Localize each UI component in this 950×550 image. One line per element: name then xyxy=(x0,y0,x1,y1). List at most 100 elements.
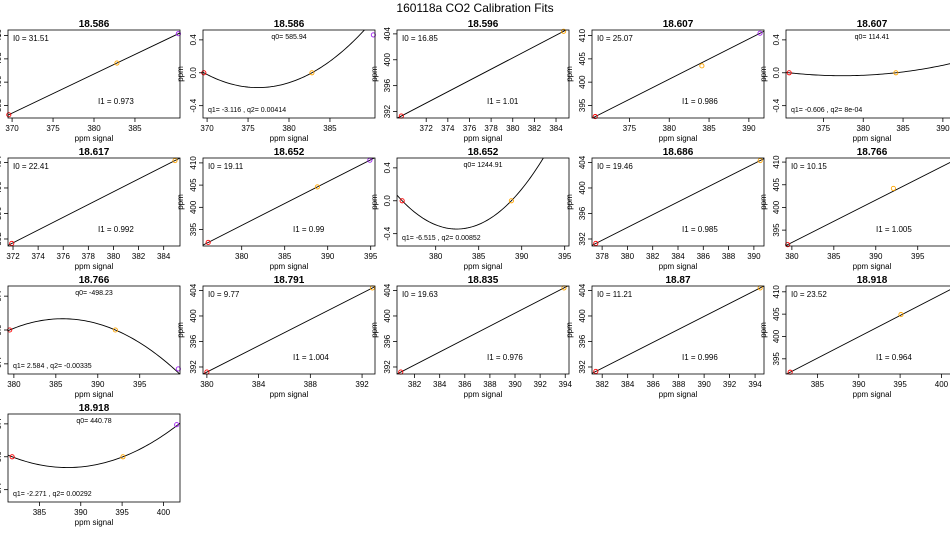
x-tick-label: 375 xyxy=(46,124,60,133)
y-tick-label: 396 xyxy=(0,206,3,220)
plot-frame xyxy=(202,285,376,375)
fit-curve xyxy=(397,286,569,374)
coef-annotation: q0= 114.41 xyxy=(855,34,890,41)
x-tick-label: 376 xyxy=(463,124,477,133)
calibration-point xyxy=(9,240,15,246)
y-tick-label: 405 xyxy=(772,178,781,192)
calibration-point xyxy=(593,240,599,246)
figure-title: 160118a CO2 Calibration Fits xyxy=(396,1,553,15)
x-tick-label: 385 xyxy=(702,124,716,133)
x-axis-label: ppm signal xyxy=(464,262,503,271)
y-tick-label: 392 xyxy=(383,104,392,118)
x-tick-label: 370 xyxy=(200,124,214,133)
calibration-point xyxy=(593,368,599,374)
x-axis-label: ppm signal xyxy=(659,390,698,399)
panel-title: 18.652 xyxy=(468,147,499,158)
calibration-point xyxy=(370,32,376,38)
x-tick-label: 386 xyxy=(458,380,472,389)
y-tick-label: 410 xyxy=(772,155,781,169)
x-tick-label: 390 xyxy=(747,252,761,261)
y-tick-label: 400 xyxy=(772,329,781,343)
x-tick-label: 372 xyxy=(420,124,434,133)
x-axis-label: ppm signal xyxy=(75,262,114,271)
y-tick-label: 410 xyxy=(578,28,587,42)
x-tick-label: 372 xyxy=(6,252,20,261)
y-tick-label: 410 xyxy=(189,156,198,170)
x-axis-label: ppm signal xyxy=(464,390,503,399)
x-tick-label: 384 xyxy=(433,380,447,389)
x-tick-label: 380 xyxy=(506,124,520,133)
fit-curve xyxy=(8,422,180,469)
x-tick-label: 385 xyxy=(811,380,825,389)
coef-annotation: I1 = 0.996 xyxy=(682,353,718,362)
x-tick-label: 390 xyxy=(91,380,105,389)
x-axis-label: ppm signal xyxy=(659,262,698,271)
x-tick-label: 385 xyxy=(472,252,486,261)
calibration-panel-8: 18.652 380 385 390 395 -0.4 0.0 0.4 ppm signal pp… xyxy=(370,147,572,271)
calibration-panel-3: 18.596 372 374 376 378 380 382 384 392 396 400 404 p… xyxy=(370,19,570,143)
fit-curve xyxy=(592,30,764,118)
x-tick-label: 380 xyxy=(429,252,443,261)
calibration-point xyxy=(309,70,315,76)
calibration-panel-7: 18.652 380 385 390 395 395 400 405 410 ppm signal… xyxy=(176,147,378,271)
coef-annotation: I0 = 19.63 xyxy=(402,290,438,299)
y-tick-label: 396 xyxy=(578,334,587,348)
y-tick-label: 0.0 xyxy=(383,195,392,207)
panel-title: 18.686 xyxy=(663,147,694,158)
x-tick-label: 385 xyxy=(278,252,292,261)
plot-frame xyxy=(7,157,181,247)
y-tick-label: 404 xyxy=(578,155,587,169)
plot-frame xyxy=(7,285,181,375)
panel-title: 18.87 xyxy=(665,275,690,286)
calibration-point xyxy=(6,112,12,118)
y-tick-label: -0.4 xyxy=(383,226,392,240)
plot-frame xyxy=(396,285,570,375)
plot-frame xyxy=(396,157,570,247)
calibration-panel-15: 18.918 385 390 395 400 395 400 405 410 ppm signal… xyxy=(759,275,950,399)
plot-frame xyxy=(785,157,950,247)
x-tick-label: 370 xyxy=(5,124,19,133)
coef-annotation: I1 = 0.976 xyxy=(487,353,523,362)
x-tick-label: 388 xyxy=(672,380,686,389)
y-tick-label: 404 xyxy=(189,283,198,297)
x-axis-label: ppm signal xyxy=(853,262,892,271)
y-tick-label: -0.4 xyxy=(772,98,781,112)
x-tick-label: 374 xyxy=(441,124,455,133)
coef-annotation: I0 = 31.51 xyxy=(13,34,49,43)
x-tick-label: 384 xyxy=(549,124,563,133)
coef-annotation: q0= 440.78 xyxy=(76,418,111,425)
y-tick-label: 0.4 xyxy=(189,34,198,46)
coef-annotation: I0 = 16.85 xyxy=(402,34,438,43)
x-tick-label: 385 xyxy=(128,124,142,133)
x-axis-label: ppm signal xyxy=(659,134,698,143)
plot-frame xyxy=(202,157,376,247)
coef-annotation: q1= -3.116 , q2= 0.00414 xyxy=(208,107,286,114)
y-tick-label: 400 xyxy=(0,181,3,195)
coef-annotation: I1 = 0.99 xyxy=(293,225,325,234)
panel-title: 18.586 xyxy=(274,19,305,30)
y-tick-label: 400 xyxy=(0,75,3,89)
coef-annotation: q1= -6.515 , q2= 0.00852 xyxy=(402,235,481,242)
calibration-point xyxy=(757,158,763,164)
y-tick-label: 0.0 xyxy=(772,67,781,79)
panel-title: 18.652 xyxy=(274,147,305,158)
panel-title: 18.766 xyxy=(79,275,110,286)
calibration-panel-5: 18.607 375 380 385 390 -0.4 0.0 0.4 ppm signal pp… xyxy=(759,19,950,143)
plot-frame xyxy=(396,29,570,119)
panel-title: 18.596 xyxy=(468,19,499,30)
coef-annotation: q0= 585.94 xyxy=(271,34,306,41)
x-tick-label: 392 xyxy=(533,380,547,389)
calibration-point xyxy=(699,63,705,69)
x-tick-label: 395 xyxy=(133,380,147,389)
y-tick-label: 0.4 xyxy=(0,290,3,302)
x-axis-label: ppm signal xyxy=(853,134,892,143)
x-tick-label: 380 xyxy=(107,252,121,261)
calibration-point xyxy=(175,366,181,372)
y-axis-label: ppm xyxy=(565,322,574,338)
calibration-point xyxy=(893,70,899,76)
coef-annotation: I0 = 19.11 xyxy=(208,162,244,171)
fit-curve xyxy=(8,32,180,116)
y-tick-label: 400 xyxy=(578,75,587,89)
calibration-point xyxy=(785,242,791,248)
panel-title: 18.766 xyxy=(857,147,888,158)
